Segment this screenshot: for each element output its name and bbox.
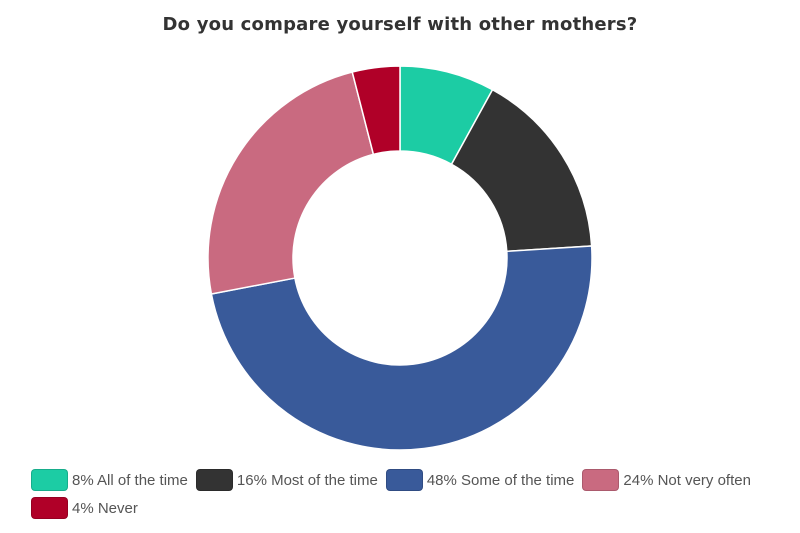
legend-item-most-of-the-time[interactable]: 16% Most of the time (195, 469, 378, 491)
legend-swatch-never (31, 497, 68, 519)
legend-swatch-some-of-the-time (385, 469, 423, 491)
legend-label-most-of-the-time: 16% Most of the time (236, 471, 378, 489)
legend-swatch-all-of-the-time (31, 469, 68, 491)
legend-item-never[interactable]: 4% Never (31, 497, 138, 519)
legend-row-2: 4% Never (31, 497, 791, 519)
legend-label-never: 4% Never (72, 499, 138, 517)
chart-title: Do you compare yourself with other mothe… (162, 14, 638, 35)
chart-legend: 8% All of the time 16% Most of the time … (31, 469, 791, 525)
legend-item-all-of-the-time[interactable]: 8% All of the time (31, 469, 188, 491)
legend-row-1: 8% All of the time 16% Most of the time … (31, 469, 791, 491)
legend-swatch-not-very-often (582, 469, 620, 491)
legend-label-all-of-the-time: 8% All of the time (72, 471, 188, 489)
legend-swatch-most-of-the-time (195, 469, 233, 491)
donut-slice-some-of-the-time[interactable] (210, 245, 593, 451)
legend-label-some-of-the-time: 48% Some of the time (426, 471, 575, 489)
legend-label-not-very-often: 24% Not very often (623, 471, 751, 489)
donut-chart (207, 65, 593, 451)
donut-slice-not-very-often[interactable] (207, 71, 375, 295)
legend-item-some-of-the-time[interactable]: 48% Some of the time (385, 469, 575, 491)
donut-slice-never[interactable] (351, 65, 401, 156)
legend-item-not-very-often[interactable]: 24% Not very often (582, 469, 751, 491)
